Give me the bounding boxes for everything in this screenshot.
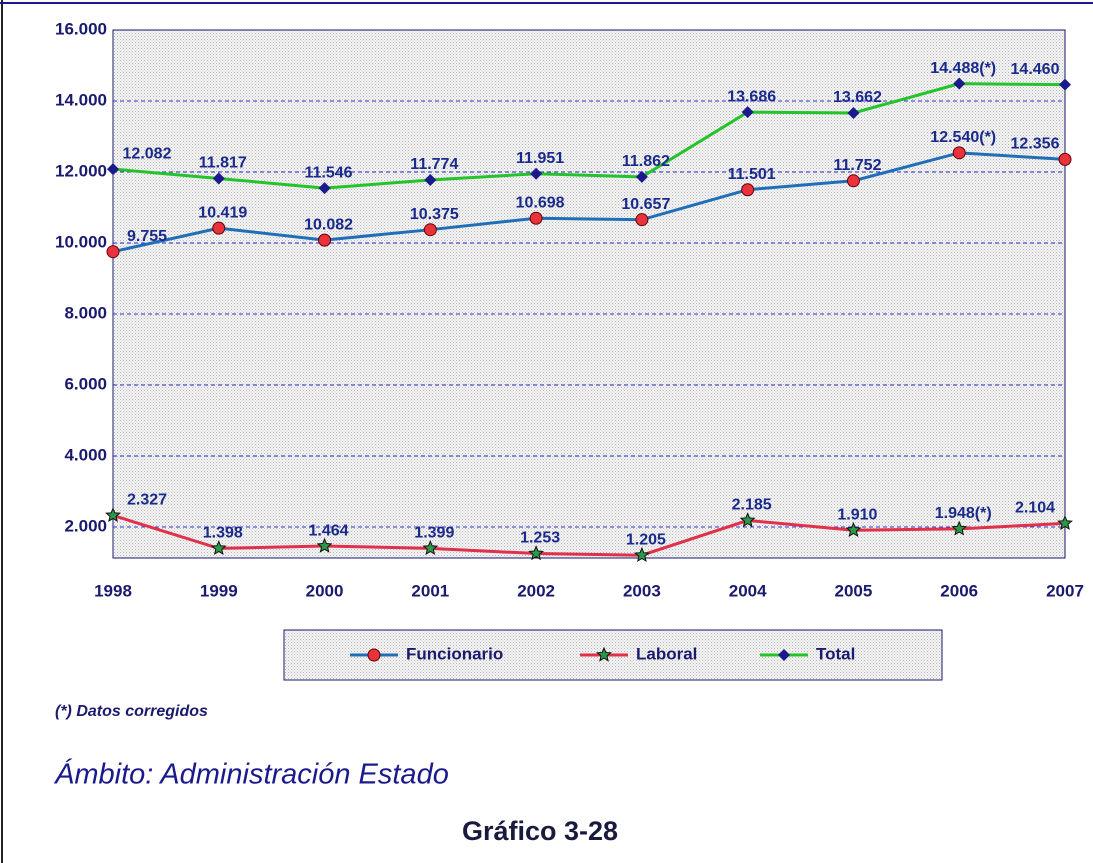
data-label: 1.205: [626, 531, 666, 548]
data-label: 2.327: [127, 492, 167, 509]
chart-title: Gráfico 3-28: [462, 816, 618, 846]
footnote: (*) Datos corregidos: [55, 703, 208, 720]
marker: [212, 221, 226, 235]
legend-label: Funcionario: [406, 644, 503, 663]
marker: [210, 540, 227, 556]
x-tick-label: 1999: [200, 581, 238, 600]
data-label: 13.686: [727, 88, 776, 105]
marker: [316, 537, 333, 553]
marker: [596, 646, 612, 662]
data-label: 10.419: [198, 204, 247, 221]
marker: [105, 507, 121, 523]
data-label: 11.817: [199, 155, 247, 172]
marker: [424, 174, 437, 187]
x-tick-label: 1998: [94, 581, 132, 600]
data-label: 10.657: [621, 196, 670, 213]
x-tick-label: 2007: [1046, 581, 1084, 600]
x-tick-label: 2006: [940, 581, 978, 600]
data-label: 2.104: [1015, 500, 1055, 517]
marker: [739, 512, 756, 528]
data-label: 12.540(*): [930, 129, 996, 146]
plot-area: [112, 29, 1066, 559]
marker: [318, 233, 332, 247]
data-label: 14.460: [1011, 61, 1060, 78]
marker: [318, 182, 331, 195]
y-tick-label: 14.000: [55, 90, 107, 109]
data-label: 12.356: [1011, 136, 1060, 153]
data-label: 1.399: [414, 525, 454, 542]
data-label: 10.698: [516, 194, 565, 211]
y-tick-label: 16.000: [55, 19, 107, 38]
y-tick-label: 12.000: [55, 161, 107, 180]
marker: [212, 172, 225, 185]
y-tick-label: 6.000: [64, 374, 107, 393]
data-label: 11.546: [305, 164, 353, 181]
data-label: 11.774: [410, 156, 458, 173]
data-label: 11.862: [622, 153, 670, 170]
marker: [633, 546, 650, 562]
data-label: 11.951: [516, 150, 564, 167]
x-tick-label: 2004: [729, 581, 767, 600]
data-label: 1.398: [203, 525, 243, 542]
y-tick-label: 4.000: [64, 445, 107, 464]
marker: [367, 648, 381, 662]
data-label: 14.488(*): [930, 60, 996, 77]
series-line: [112, 151, 1066, 254]
marker: [529, 211, 543, 225]
marker: [952, 146, 966, 160]
marker: [741, 106, 754, 119]
marker: [741, 183, 755, 197]
x-tick-label: 2002: [517, 581, 555, 600]
marker: [107, 163, 119, 176]
marker: [1058, 152, 1072, 166]
x-tick-label: 2001: [411, 581, 449, 600]
marker: [423, 223, 437, 237]
y-tick-label: 8.000: [64, 303, 107, 322]
marker: [635, 213, 649, 227]
data-label: 10.375: [410, 206, 459, 223]
series-line: [112, 82, 1066, 190]
marker: [635, 170, 648, 183]
marker: [1059, 78, 1071, 91]
data-label: 11.752: [833, 157, 881, 174]
y-tick-label: 10.000: [55, 232, 107, 251]
data-label: 1.253: [520, 530, 560, 547]
data-label: 13.662: [833, 89, 882, 106]
x-tick-label: 2000: [306, 581, 344, 600]
data-label: 1.910: [837, 506, 877, 523]
data-label: 1.948(*): [935, 505, 992, 522]
marker: [778, 649, 790, 661]
data-label: 10.082: [304, 216, 353, 233]
marker: [953, 77, 966, 90]
data-label: 11.501: [728, 166, 776, 183]
legend-label: Total: [816, 644, 855, 663]
data-label: 9.755: [127, 228, 167, 245]
marker: [846, 174, 860, 188]
scope: Ámbito: Administración Estado: [53, 758, 449, 791]
legend-label: Laboral: [636, 644, 697, 663]
y-tick-label: 2.000: [64, 516, 107, 535]
x-tick-label: 2003: [623, 581, 661, 600]
data-label: 2.185: [732, 497, 772, 514]
x-tick-label: 2005: [835, 581, 873, 600]
marker: [951, 520, 968, 536]
marker: [106, 245, 120, 259]
data-label: 12.082: [123, 145, 172, 162]
marker: [528, 545, 545, 561]
marker: [422, 539, 439, 556]
marker: [845, 521, 862, 537]
marker: [847, 107, 860, 120]
data-label: 1.464: [309, 522, 349, 539]
series-line: [112, 513, 1066, 557]
marker: [530, 167, 543, 180]
marker: [1057, 515, 1073, 531]
